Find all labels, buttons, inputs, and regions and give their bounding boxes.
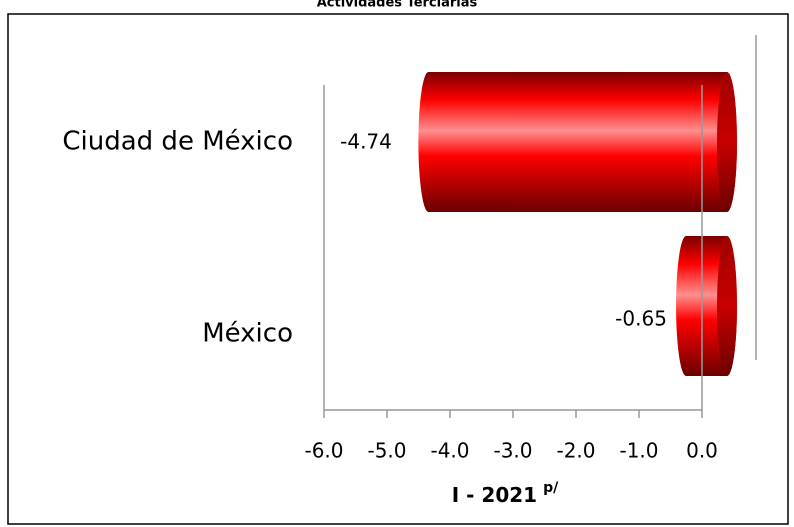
value-label: -4.74 xyxy=(340,130,392,154)
x-tick-label: -6.0 xyxy=(304,439,343,463)
x-tick-label: -4.0 xyxy=(430,439,469,463)
x-axis-title: I - 2021 p/ xyxy=(452,480,559,507)
bar-cap xyxy=(717,236,737,376)
x-label: I - 2021 xyxy=(452,483,537,507)
x-tick-label: 0.0 xyxy=(686,439,718,463)
bar-group xyxy=(418,72,737,212)
bar-group xyxy=(676,236,737,376)
x-tick-label: -1.0 xyxy=(619,439,658,463)
x-label-sup: p/ xyxy=(543,480,559,496)
value-label: -0.65 xyxy=(615,307,667,331)
y-tick-label: México xyxy=(202,319,293,349)
x-tick-label: -3.0 xyxy=(493,439,532,463)
bar-cap xyxy=(717,72,737,212)
y-tick-label: Ciudad de México xyxy=(62,127,293,157)
x-tick-label: -5.0 xyxy=(367,439,406,463)
x-tick-label: -2.0 xyxy=(556,439,595,463)
bar xyxy=(418,72,737,212)
chart-title: Actividades Terciarias xyxy=(317,0,478,11)
chart-frame xyxy=(7,13,789,525)
